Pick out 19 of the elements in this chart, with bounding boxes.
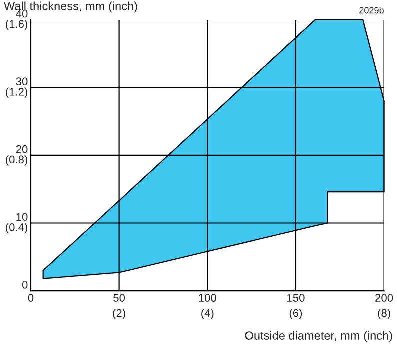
x2-tick-label: (6) [290, 309, 302, 320]
x-axis-title: Outside diameter, mm (inch) [245, 331, 392, 342]
y2-tick-label: (1.2) [6, 88, 28, 98]
x-tick-label: 200 [376, 294, 394, 302]
x-tick-label: 100 [199, 294, 216, 302]
text: 2029b [360, 7, 384, 14]
y-tick-label: 20 [16, 145, 28, 154]
y-tick-label: 30 [16, 78, 28, 86]
x2-tick-label: (2) [113, 309, 126, 320]
y2-tick-label: (0.8) [6, 155, 28, 166]
x2-tick-label: (4) [202, 309, 214, 320]
x-tick-label: 50 [114, 294, 126, 302]
y-tick-label: 10 [16, 213, 28, 222]
x-tick-label: 0 [28, 294, 34, 302]
x-tick-label: 150 [288, 294, 305, 302]
y2-tick-label: (0.4) [6, 223, 28, 234]
x2-tick-label: (8) [378, 309, 390, 320]
y-tick-label: 0 [22, 280, 28, 289]
y2-tick-label: (1.6) [6, 20, 28, 30]
